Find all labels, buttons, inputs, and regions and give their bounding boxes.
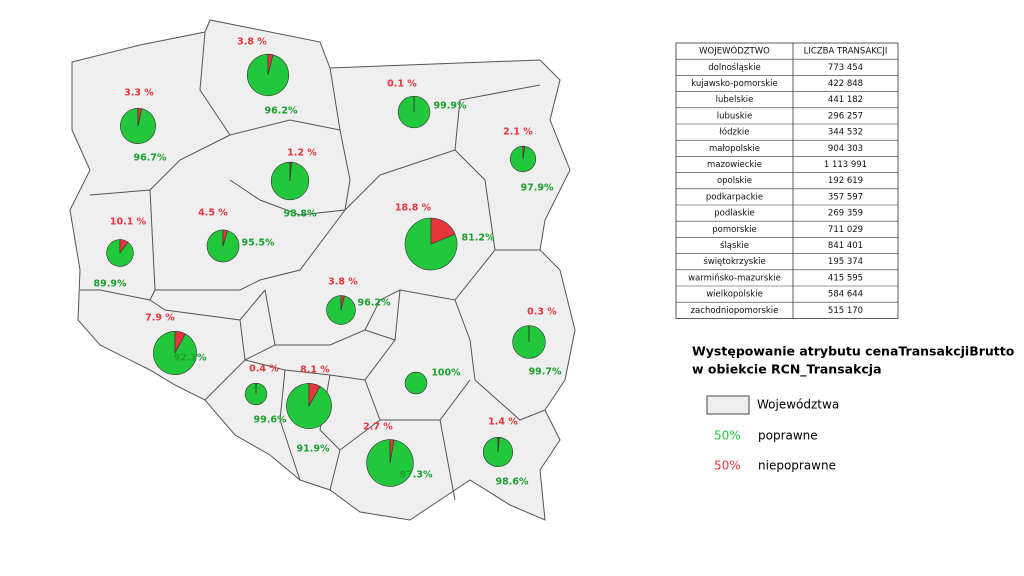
transaction-count: 344 532 bbox=[828, 128, 863, 138]
transaction-count: 584 644 bbox=[828, 290, 863, 300]
correct-label: 97.9% bbox=[521, 183, 554, 194]
region-name: łódzkie bbox=[720, 127, 750, 138]
incorrect-label: 8.1 % bbox=[300, 365, 330, 376]
correct-label: 98.8% bbox=[284, 209, 317, 220]
transaction-count: 441 182 bbox=[828, 95, 863, 105]
pie-slice-incorrect bbox=[430, 217, 456, 245]
legend-region-swatch bbox=[706, 395, 750, 415]
transaction-count: 422 848 bbox=[828, 79, 863, 89]
pie-slice-correct bbox=[404, 371, 428, 395]
incorrect-label: 1.4 % bbox=[488, 417, 518, 428]
pie-slice-incorrect bbox=[119, 239, 129, 254]
transaction-count: 415 595 bbox=[828, 273, 863, 283]
pie-slice-incorrect bbox=[267, 53, 274, 76]
incorrect-label: 7.9 % bbox=[145, 313, 175, 324]
transaction-count: 904 303 bbox=[828, 144, 863, 154]
region-name: mazowieckie bbox=[707, 160, 762, 170]
legend-sample: 50% bbox=[714, 429, 741, 443]
incorrect-label: 1.2 % bbox=[287, 148, 317, 159]
region-name: wielkopolskie bbox=[706, 290, 763, 300]
incorrect-label: 4.5 % bbox=[198, 208, 228, 219]
pie-slice-incorrect bbox=[340, 295, 345, 311]
legend-label: niepoprawne bbox=[758, 459, 836, 473]
incorrect-label: 0.1 % bbox=[387, 79, 417, 90]
transaction-count: 515 170 bbox=[828, 306, 863, 316]
region-name: podlaskie bbox=[714, 209, 755, 219]
transaction-count: 1 113 991 bbox=[824, 160, 867, 170]
incorrect-label: 18.8 % bbox=[395, 203, 432, 214]
region-name: pomorskie bbox=[712, 225, 757, 235]
incorrect-label: 0.4 % bbox=[249, 364, 279, 375]
incorrect-label: 3.8 % bbox=[328, 277, 358, 288]
region-name: śląskie bbox=[720, 240, 749, 251]
legend-title: Występowanie atrybutu cenaTransakcjiBrut… bbox=[692, 344, 1015, 359]
region-name: podkarpackie bbox=[706, 192, 763, 202]
region-name: dolnośląskie bbox=[708, 62, 761, 73]
legend-sample: 50% bbox=[714, 459, 741, 473]
correct-label: 99.7% bbox=[529, 367, 562, 378]
correct-label: 99.9% bbox=[434, 101, 467, 112]
transaction-count: 841 401 bbox=[828, 241, 863, 251]
region-name: małopolskie bbox=[709, 144, 760, 154]
region-name: lubuskie bbox=[717, 111, 752, 121]
pie-slice-incorrect bbox=[137, 108, 142, 127]
pie-slice-incorrect bbox=[389, 439, 395, 464]
correct-label: 99.6% bbox=[254, 415, 287, 426]
correct-label: 91.9% bbox=[297, 444, 330, 455]
incorrect-label: 2.7 % bbox=[363, 422, 393, 433]
region-name: opolskie bbox=[717, 176, 752, 186]
table-header: LICZBA TRANSAKCJI bbox=[804, 47, 888, 57]
incorrect-label: 10.1 % bbox=[110, 217, 147, 228]
correct-label: 95.5% bbox=[242, 238, 275, 249]
correct-label: 100% bbox=[431, 368, 461, 379]
pie-slice-incorrect bbox=[174, 331, 186, 354]
incorrect-label: 0.3 % bbox=[527, 307, 557, 318]
map-regions bbox=[69, 19, 576, 521]
region-name: świętokrzyskie bbox=[703, 256, 765, 267]
transactions-table: WOJEWÓDZTWO LICZBA TRANSAKCJI dolnośląskie… bbox=[675, 42, 899, 319]
legend: Występowanie atrybutu cenaTransakcjiBrut… bbox=[692, 344, 1015, 473]
incorrect-label: 2.1 % bbox=[503, 127, 533, 138]
pie-slice-incorrect bbox=[522, 145, 526, 160]
transaction-count: 711 029 bbox=[828, 225, 863, 235]
correct-label: 96.2% bbox=[265, 106, 298, 117]
transaction-count: 269 359 bbox=[828, 209, 863, 219]
region-name: warmińsko-mazurskie bbox=[688, 273, 781, 283]
correct-label: 81.2% bbox=[462, 233, 495, 244]
legend-region-label: Województwa bbox=[757, 398, 839, 412]
transaction-count: 296 257 bbox=[828, 111, 863, 121]
legend-label: poprawne bbox=[758, 429, 818, 443]
correct-label: 96.7% bbox=[134, 153, 167, 164]
incorrect-label: 3.8 % bbox=[237, 37, 267, 48]
pie-slice-incorrect bbox=[497, 436, 500, 453]
transaction-count: 773 454 bbox=[828, 63, 863, 73]
legend-title: w obiekcie RCN_Transakcja bbox=[692, 362, 882, 378]
region-name: kujawsko-pomorskie bbox=[691, 79, 778, 89]
correct-label: 89.9% bbox=[94, 279, 127, 290]
correct-label: 92.1% bbox=[174, 353, 207, 364]
table-frame bbox=[675, 42, 899, 319]
pie-slice-incorrect bbox=[222, 229, 228, 247]
pie-slice-incorrect bbox=[289, 161, 292, 182]
country-outline bbox=[69, 19, 576, 521]
region-name: zachodniopomorskie bbox=[691, 306, 779, 316]
transaction-count: 195 374 bbox=[828, 257, 863, 267]
transaction-count: 357 597 bbox=[828, 192, 863, 202]
correct-label: 97.3% bbox=[400, 470, 433, 481]
pie-slice-incorrect bbox=[308, 383, 321, 408]
pie-layer: 7.9 % 92.1% 4.5 % 95.5% 0.3 % 99.7% 10.1 % 89.9… bbox=[94, 37, 562, 488]
region-name: lubelskie bbox=[716, 95, 754, 105]
incorrect-label: 3.3 % bbox=[124, 88, 154, 99]
transaction-count: 192 619 bbox=[828, 176, 863, 186]
correct-label: 98.6% bbox=[496, 477, 529, 488]
table-header: WOJEWÓDZTWO bbox=[699, 45, 770, 57]
region-borders bbox=[80, 31, 546, 501]
correct-label: 96.2% bbox=[358, 298, 391, 309]
